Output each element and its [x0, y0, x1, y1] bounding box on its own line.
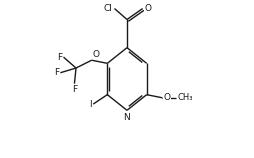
- Text: F: F: [54, 68, 59, 77]
- Text: N: N: [124, 113, 130, 122]
- Text: O: O: [164, 93, 171, 102]
- Text: CH₃: CH₃: [178, 93, 194, 102]
- Text: I: I: [89, 100, 92, 109]
- Text: Cl: Cl: [103, 4, 112, 13]
- Text: F: F: [57, 53, 62, 62]
- Text: O: O: [145, 4, 152, 13]
- Text: F: F: [72, 85, 77, 94]
- Text: O: O: [92, 50, 100, 59]
